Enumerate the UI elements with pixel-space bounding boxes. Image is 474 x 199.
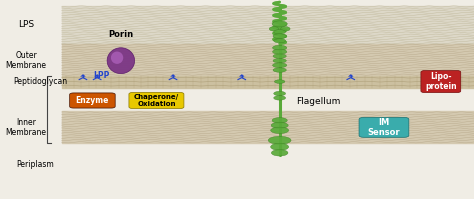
Text: Lipo-
protein: Lipo- protein [425,72,456,91]
Polygon shape [348,74,354,77]
Ellipse shape [271,127,289,134]
Ellipse shape [281,27,290,31]
Text: Inner
Membrane: Inner Membrane [6,118,46,137]
Ellipse shape [273,45,287,50]
Text: Chaperone/
Oxidation: Chaperone/ Oxidation [134,94,179,107]
FancyBboxPatch shape [70,93,115,108]
Polygon shape [170,74,176,77]
Ellipse shape [268,136,291,144]
Ellipse shape [271,143,289,150]
Ellipse shape [107,48,135,74]
Ellipse shape [111,52,123,64]
Ellipse shape [273,68,286,72]
Text: Periplasm: Periplasm [17,160,55,169]
Ellipse shape [272,118,287,123]
Polygon shape [94,74,100,77]
Ellipse shape [273,34,286,39]
Ellipse shape [273,59,286,63]
Ellipse shape [271,122,288,128]
Ellipse shape [273,96,285,100]
Ellipse shape [273,30,285,34]
Ellipse shape [274,80,285,83]
Ellipse shape [273,91,285,96]
Ellipse shape [271,150,288,156]
Ellipse shape [273,54,286,58]
Ellipse shape [273,63,287,68]
FancyBboxPatch shape [421,71,461,93]
Text: LPP: LPP [93,71,110,80]
Text: LPS: LPS [18,20,34,29]
Text: Porin: Porin [108,30,134,39]
Ellipse shape [273,39,285,43]
Text: IM
Sensor: IM Sensor [368,118,400,137]
Ellipse shape [273,49,287,54]
Text: Peptidoglycan: Peptidoglycan [13,77,67,86]
Ellipse shape [272,21,287,27]
FancyBboxPatch shape [359,117,409,137]
Text: Outer
Membrane: Outer Membrane [6,51,46,70]
Text: Enzyme: Enzyme [76,96,109,105]
FancyBboxPatch shape [129,92,184,108]
Polygon shape [80,74,86,77]
Text: Flagellum: Flagellum [296,97,341,106]
Ellipse shape [269,27,279,31]
Polygon shape [239,74,245,77]
